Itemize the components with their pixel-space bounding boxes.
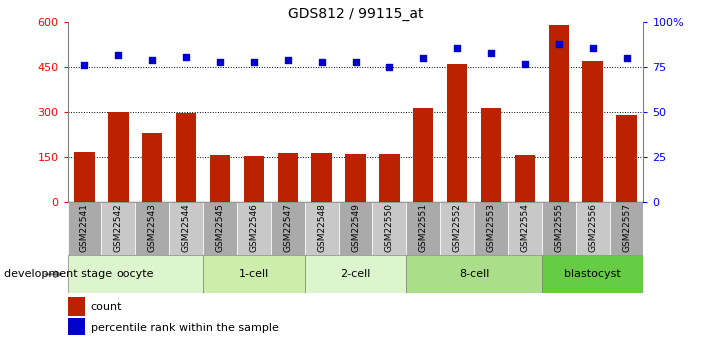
- Text: percentile rank within the sample: percentile rank within the sample: [90, 323, 279, 333]
- Text: GSM22543: GSM22543: [148, 204, 156, 252]
- Bar: [549, 26, 569, 202]
- Text: count: count: [90, 302, 122, 312]
- Bar: [406, 202, 440, 255]
- Bar: [413, 108, 434, 202]
- Bar: [440, 202, 474, 255]
- Text: GSM22557: GSM22557: [622, 204, 631, 253]
- Point: [384, 65, 395, 70]
- Bar: [576, 202, 609, 255]
- Text: 8-cell: 8-cell: [459, 269, 489, 279]
- Text: GSM22552: GSM22552: [453, 204, 461, 252]
- Point: [112, 52, 124, 58]
- Point: [587, 45, 599, 50]
- Bar: [305, 202, 338, 255]
- Text: GSM22542: GSM22542: [114, 204, 123, 252]
- Point: [486, 50, 497, 56]
- Bar: [515, 155, 535, 202]
- Bar: [75, 151, 95, 202]
- Title: GDS812 / 99115_at: GDS812 / 99115_at: [288, 7, 423, 21]
- Point: [79, 63, 90, 68]
- Bar: [68, 297, 85, 316]
- Bar: [508, 202, 542, 255]
- Bar: [210, 155, 230, 202]
- Bar: [244, 156, 264, 202]
- Text: GSM22544: GSM22544: [181, 204, 191, 252]
- Bar: [542, 202, 576, 255]
- Point: [553, 41, 565, 47]
- Text: GSM22541: GSM22541: [80, 204, 89, 252]
- Bar: [277, 153, 298, 202]
- Bar: [68, 202, 102, 255]
- Text: GSM22551: GSM22551: [419, 204, 428, 253]
- Text: GSM22555: GSM22555: [555, 204, 563, 253]
- Point: [146, 57, 158, 63]
- Bar: [311, 153, 332, 202]
- Point: [519, 61, 530, 67]
- Bar: [102, 202, 135, 255]
- Text: GSM22546: GSM22546: [250, 204, 258, 252]
- Point: [282, 57, 294, 63]
- Bar: [176, 113, 196, 202]
- Text: GSM22545: GSM22545: [215, 204, 225, 252]
- Text: GSM22553: GSM22553: [486, 204, 496, 253]
- Point: [181, 54, 192, 59]
- Text: GSM22548: GSM22548: [317, 204, 326, 252]
- Bar: [169, 202, 203, 255]
- Bar: [237, 202, 271, 255]
- Bar: [305, 255, 406, 293]
- Point: [350, 59, 361, 65]
- Bar: [68, 255, 203, 293]
- Bar: [68, 318, 85, 337]
- Text: blastocyst: blastocyst: [565, 269, 621, 279]
- Bar: [373, 202, 406, 255]
- Point: [417, 56, 429, 61]
- Text: GSM22556: GSM22556: [588, 204, 597, 253]
- Point: [451, 45, 463, 50]
- Point: [248, 59, 260, 65]
- Text: GSM22550: GSM22550: [385, 204, 394, 253]
- Text: 1-cell: 1-cell: [239, 269, 269, 279]
- Point: [316, 59, 327, 65]
- Bar: [609, 202, 643, 255]
- Bar: [271, 202, 305, 255]
- Bar: [346, 154, 365, 202]
- Bar: [406, 255, 542, 293]
- Text: 2-cell: 2-cell: [341, 269, 370, 279]
- Bar: [582, 61, 603, 202]
- Text: GSM22549: GSM22549: [351, 204, 360, 252]
- Text: development stage: development stage: [4, 269, 112, 279]
- Bar: [338, 202, 373, 255]
- Bar: [447, 64, 467, 202]
- Text: oocyte: oocyte: [117, 269, 154, 279]
- Point: [621, 56, 632, 61]
- Bar: [379, 154, 400, 202]
- Bar: [481, 108, 501, 202]
- Bar: [616, 115, 636, 202]
- Bar: [203, 255, 305, 293]
- Bar: [108, 112, 129, 202]
- Point: [214, 59, 225, 65]
- Bar: [135, 202, 169, 255]
- Bar: [542, 255, 643, 293]
- Bar: [203, 202, 237, 255]
- Bar: [142, 133, 162, 202]
- Text: GSM22547: GSM22547: [283, 204, 292, 252]
- Bar: [474, 202, 508, 255]
- Text: GSM22554: GSM22554: [520, 204, 530, 252]
